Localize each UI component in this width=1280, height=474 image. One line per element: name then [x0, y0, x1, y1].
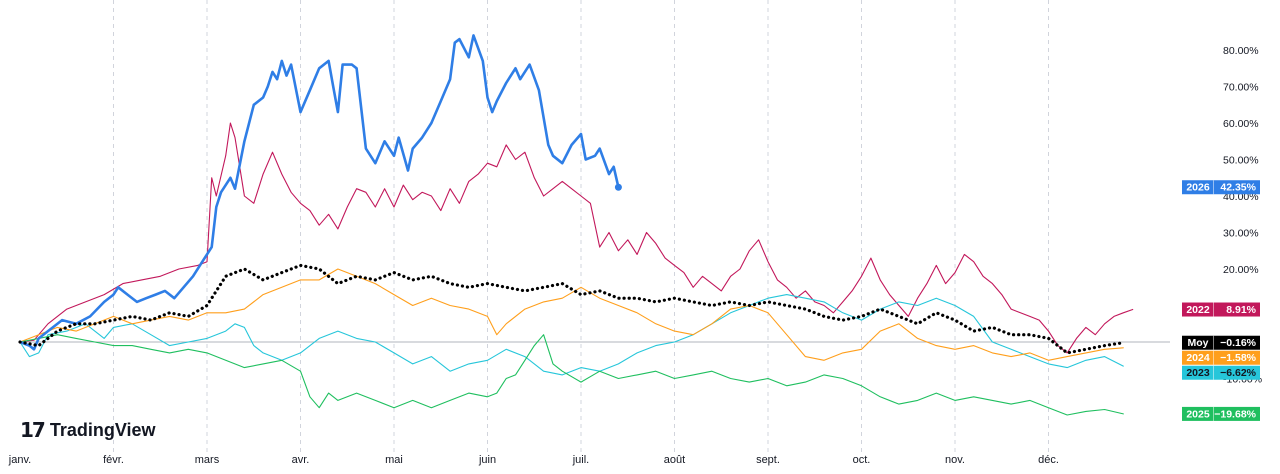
- x-tick-oct: oct.: [853, 454, 871, 466]
- x-tick-mai: mai: [385, 454, 403, 466]
- tag-name-bg: [1182, 302, 1214, 317]
- tag-2026: 2026 42.35%: [1182, 180, 1260, 195]
- tag-value-bg: [1214, 335, 1260, 350]
- x-tick-nov: nov.: [945, 454, 965, 466]
- tag-name-bg: [1182, 406, 1214, 421]
- tag-name-bg: [1182, 335, 1214, 350]
- tag-2024: 2024 −1.58%: [1182, 350, 1260, 365]
- tag-value-bg: [1214, 302, 1260, 317]
- vertical-gridlines: [113, 0, 1049, 452]
- tag-value-label: −6.62%: [1220, 367, 1257, 379]
- tag-name-bg: [1182, 180, 1214, 195]
- tag-name-label: Moy: [1188, 337, 1209, 349]
- y-axis: 80.00%70.00%60.00%50.00%40.00%30.00%20.0…: [1223, 45, 1262, 386]
- tag-value-bg: [1214, 180, 1260, 195]
- series-line-2022[interactable]: [19, 122, 1134, 354]
- x-tick-d-c: déc.: [1038, 454, 1059, 466]
- x-tick-juin: juin: [478, 454, 496, 466]
- y-tick-80-00: 80.00%: [1223, 45, 1259, 57]
- x-tick-f-vr: févr.: [103, 454, 124, 466]
- tag-moy: Moy −0.16%: [1182, 335, 1260, 350]
- tag-value-label: −0.16%: [1220, 337, 1257, 349]
- tag-value-bg: [1214, 365, 1260, 380]
- tag-name-label: 2022: [1186, 304, 1210, 316]
- tag-name-label: 2024: [1186, 352, 1210, 364]
- x-axis: janv. févr. mars avr. mai juin juil. août sept. o…: [8, 454, 1059, 466]
- tradingview-logo[interactable]: 17 TradingView: [20, 418, 156, 442]
- tag-2022: 2022 8.91%: [1182, 302, 1260, 317]
- series-end-dot-2026: [614, 183, 622, 191]
- y-tick-20-00: 20.00%: [1223, 264, 1259, 276]
- x-tick-janv: janv.: [8, 454, 31, 466]
- tag-value-bg: [1214, 406, 1260, 421]
- last-value-tags: 2026 42.35%2022 8.91%Moy −0.16%2024 −1.58%20…: [1182, 180, 1260, 421]
- x-tick-ao-t: août: [664, 454, 685, 466]
- tag-name-label: 2026: [1186, 182, 1210, 194]
- series-line-2023[interactable]: [19, 294, 1124, 376]
- x-tick-sept: sept.: [756, 454, 780, 466]
- tag-value-bg: [1214, 350, 1260, 365]
- x-tick-mars: mars: [195, 454, 220, 466]
- series-line-2026[interactable]: [18, 34, 620, 351]
- logo-text: TradingView: [49, 419, 156, 440]
- tag-2023: 2023 −6.62%: [1182, 365, 1260, 380]
- tag-name-bg: [1182, 350, 1214, 365]
- tradingview-logo-icon: 17: [20, 418, 46, 442]
- tag-value-label: 42.35%: [1220, 182, 1256, 194]
- tag-2025: 2025 −19.68%: [1182, 406, 1260, 421]
- y-tick-70-00: 70.00%: [1223, 82, 1259, 94]
- tag-name-bg: [1182, 365, 1214, 380]
- x-tick-avr: avr.: [292, 454, 310, 466]
- tag-name-label: 2025: [1186, 408, 1210, 420]
- tag-value-label: −19.68%: [1214, 408, 1256, 420]
- series-line-moy[interactable]: [18, 263, 1125, 355]
- series-line-2024[interactable]: [19, 268, 1124, 361]
- tag-value-label: 8.91%: [1226, 304, 1256, 316]
- y-tick-60-00: 60.00%: [1223, 118, 1259, 130]
- y-tick-50-00: 50.00%: [1223, 155, 1259, 167]
- series-lines: [18, 34, 1134, 416]
- x-tick-juil: juil.: [572, 454, 590, 466]
- tag-value-label: −1.58%: [1220, 352, 1257, 364]
- series-line-2025[interactable]: [19, 334, 1124, 416]
- y-tick-30-00: 30.00%: [1223, 228, 1259, 240]
- tag-name-label: 2023: [1186, 367, 1210, 379]
